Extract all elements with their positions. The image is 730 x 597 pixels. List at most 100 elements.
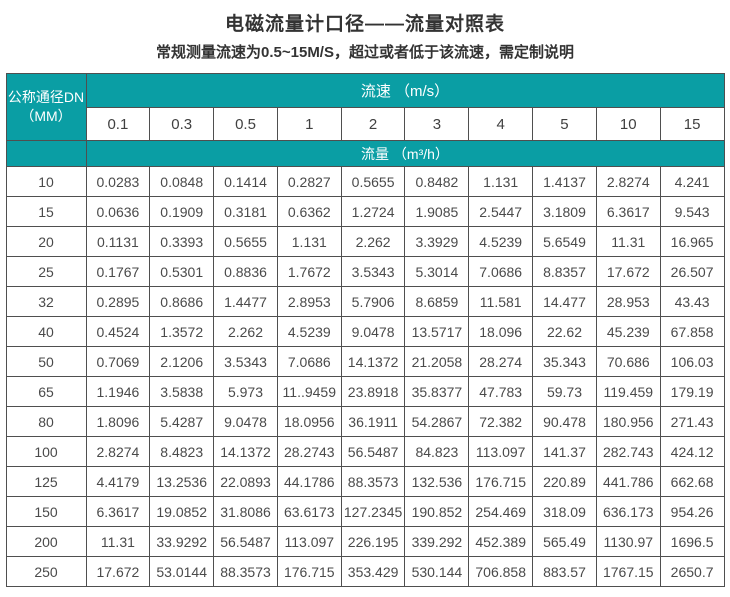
table-row: 200 11.31 33.9292 56.5487 113.097 226.195 339.… (5, 526, 725, 557)
dn-cell: 10 (5, 166, 87, 197)
flow-value-cell: 1767.15 (595, 556, 661, 587)
flow-value-cell: 636.173 (595, 496, 661, 527)
flow-value-cell: 226.195 (340, 526, 406, 557)
flow-value-cell: 6.3617 (85, 496, 151, 527)
flow-value-cell: 1.7672 (276, 256, 342, 287)
table-row: 65 1.1946 3.5838 5.973 11..9459 23.8918 35.837… (5, 376, 725, 407)
flow-value-cell: 954.26 (659, 496, 725, 527)
dn-cell: 150 (5, 496, 87, 527)
flow-value-cell: 2.262 (340, 226, 406, 257)
dn-cell: 125 (5, 466, 87, 497)
dn-cell: 200 (5, 526, 87, 557)
flow-value-cell: 3.5343 (340, 256, 406, 287)
flow-value-cell: 47.783 (468, 376, 534, 407)
flow-value-cell: 35.8377 (404, 376, 470, 407)
table-row: 10 0.0283 0.0848 0.1414 0.2827 0.5655 0.8482 1.… (5, 166, 725, 197)
flow-value-cell: 13.5717 (404, 316, 470, 347)
flow-value-cell: 8.6859 (404, 286, 470, 317)
flow-value-cell: 271.43 (659, 406, 725, 437)
table-row: 150 6.3617 19.0852 31.8086 63.6173 127.2345 19… (5, 496, 725, 527)
flow-value-cell: 26.507 (659, 256, 725, 287)
flow-value-cell: 3.5343 (213, 346, 278, 377)
flow-value-cell: 254.469 (468, 496, 534, 527)
flow-value-cell: 179.19 (659, 376, 725, 407)
speed-header-cell: 流速 （m/s） (85, 73, 725, 108)
flow-value-cell: 1130.97 (595, 526, 661, 557)
flow-value-cell: 6.3617 (595, 196, 661, 227)
speed-value-cell: 0.5 (213, 107, 278, 141)
flow-value-cell: 113.097 (468, 436, 534, 467)
flow-value-cell: 141.37 (532, 436, 597, 467)
table-row: 250 17.672 53.0144 88.3573 176.715 353.429 530… (5, 556, 725, 587)
flow-value-cell: 0.1131 (85, 226, 151, 257)
flow-value-cell: 1.4477 (213, 286, 278, 317)
flow-value-cell: 28.274 (468, 346, 534, 377)
flow-value-cell: 28.953 (595, 286, 661, 317)
flow-value-cell: 63.6173 (276, 496, 342, 527)
flow-value-cell: 0.2895 (85, 286, 151, 317)
flow-value-cell: 44.1786 (276, 466, 342, 497)
flow-value-cell: 1.2724 (340, 196, 406, 227)
flow-value-cell: 45.239 (595, 316, 661, 347)
speed-value-cell: 1 (276, 107, 342, 141)
dn-cell: 25 (5, 256, 87, 287)
flow-value-cell: 706.858 (468, 556, 534, 587)
flow-value-cell: 1.9085 (404, 196, 470, 227)
flow-value-cell: 176.715 (468, 466, 534, 497)
dn-cell: 32 (5, 286, 87, 317)
page: 电磁流量计口径——流量对照表 常规测量流速为0.5~15M/S，超过或者低于该流… (0, 9, 730, 587)
flow-value-cell: 67.858 (659, 316, 725, 347)
flow-value-cell: 28.2743 (276, 436, 342, 467)
flow-value-cell: 0.5655 (213, 226, 278, 257)
flow-value-cell: 176.715 (276, 556, 342, 587)
corner-header-line1: 公称通径DN (7, 89, 85, 106)
table-row: 50 0.7069 2.1206 3.5343 7.0686 14.1372 21.2058… (5, 346, 725, 377)
flow-value-cell: 54.2867 (404, 406, 470, 437)
table-row: 100 2.8274 8.4823 14.1372 28.2743 56.5487 84.8… (5, 436, 725, 467)
flow-value-cell: 19.0852 (149, 496, 215, 527)
flow-value-cell: 190.852 (404, 496, 470, 527)
table-body: 10 0.0283 0.0848 0.1414 0.2827 0.5655 0.8482 1.… (5, 166, 725, 587)
flow-value-cell: 5.973 (213, 376, 278, 407)
flow-value-cell: 31.8086 (213, 496, 278, 527)
table-row: 32 0.2895 0.8686 1.4477 2.8953 5.7906 8.6859 11… (5, 286, 725, 317)
flow-value-cell: 22.0893 (213, 466, 278, 497)
flow-value-cell: 4.4179 (85, 466, 151, 497)
speed-value-cell: 10 (595, 107, 661, 141)
flow-value-cell: 353.429 (340, 556, 406, 587)
table-row: 40 0.4524 1.3572 2.262 4.5239 9.0478 13.5717 18… (5, 316, 725, 347)
flow-value-cell: 7.0686 (468, 256, 534, 287)
speed-title-row: 公称通径DN （MM） 流速 （m/s） (5, 73, 725, 141)
flow-value-cell: 4.5239 (276, 316, 342, 347)
flow-value-cell: 339.292 (404, 526, 470, 557)
dn-cell: 20 (5, 226, 87, 257)
flow-value-cell: 90.478 (532, 406, 597, 437)
flow-value-cell: 16.965 (659, 226, 725, 257)
flow-value-cell: 2.262 (213, 316, 278, 347)
speed-values-row: 0.1 0.3 0.5 1 2 3 4 5 10 15 (6, 107, 725, 141)
flow-value-cell: 0.8482 (404, 166, 470, 197)
flow-value-cell: 5.4287 (149, 406, 215, 437)
speed-value-cell: 0.3 (149, 107, 215, 141)
flow-value-cell: 11.581 (468, 286, 534, 317)
flow-value-cell: 1.3572 (149, 316, 215, 347)
flow-value-cell: 5.7906 (340, 286, 406, 317)
flow-value-cell: 0.5301 (149, 256, 215, 287)
dn-cell: 65 (5, 376, 87, 407)
table-header: 公称通径DN （MM） 流速 （m/s） 0.1 0.3 0.5 1 2 3 4 5 10 15 … (5, 73, 725, 167)
flow-value-cell: 318.09 (532, 496, 597, 527)
flow-value-cell: 0.3181 (213, 196, 278, 227)
flow-value-cell: 18.096 (468, 316, 534, 347)
flow-value-cell: 70.686 (595, 346, 661, 377)
table-row: 20 0.1131 0.3393 0.5655 1.131 2.262 3.3929 4.52… (5, 226, 725, 257)
flow-value-cell: 3.5838 (149, 376, 215, 407)
flow-value-cell: 2.8274 (85, 436, 151, 467)
flow-value-cell: 1.131 (276, 226, 342, 257)
flow-value-cell: 9.0478 (340, 316, 406, 347)
flow-value-cell: 9.0478 (213, 406, 278, 437)
flow-value-cell: 8.8357 (532, 256, 597, 287)
flow-value-cell: 14.477 (532, 286, 597, 317)
flow-value-cell: 5.6549 (532, 226, 597, 257)
flow-value-cell: 2.8274 (595, 166, 661, 197)
flow-value-cell: 2.5447 (468, 196, 534, 227)
